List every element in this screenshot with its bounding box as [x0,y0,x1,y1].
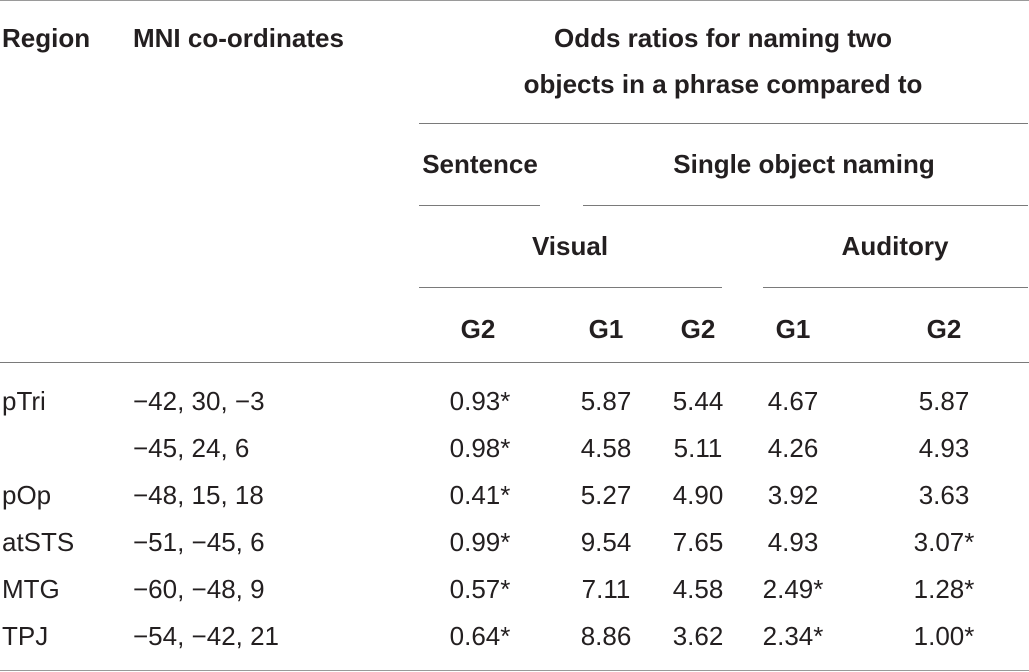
cell-visual-g1: 5.87 [580,386,632,416]
cell-auditory-g1: 4.67 [767,386,819,416]
header-visual: Visual [531,231,609,261]
row-region: pTri [2,386,46,416]
header-odds-ratios-line1: Odds ratios for naming two [553,23,893,53]
cell-visual-g2: 4.58 [672,574,724,604]
col-header-auditory-g2: G2 [926,314,962,344]
cell-visual-g1: 9.54 [580,527,632,557]
header-sentence: Sentence [422,149,538,179]
cell-visual-g2: 3.62 [672,621,724,651]
cell-auditory-g2: 3.63 [918,480,970,510]
cell-auditory-g1: 3.92 [767,480,819,510]
cell-visual-g1: 4.58 [580,433,632,463]
cell-auditory-g2: 4.93 [918,433,970,463]
row-mni: −60, −48, 9 [133,574,265,604]
header-auditory: Auditory [841,231,949,261]
cell-sentence-g2: 0.93* [449,386,511,416]
cell-sentence-g2: 0.57* [449,574,511,604]
table-top-rule [0,0,1029,1]
cell-visual-g2: 7.65 [672,527,724,557]
cell-auditory-g2: 1.28* [913,574,975,604]
visual-underline [419,287,722,288]
col-header-auditory-g1: G1 [775,314,811,344]
header-odds-ratios-line2: objects in a phrase compared to [523,69,923,99]
col-header-visual-g1: G1 [588,314,624,344]
cell-auditory-g1: 2.34* [762,621,824,651]
row-region: pOp [2,480,52,510]
cell-visual-g1: 5.27 [580,480,632,510]
cell-visual-g1: 7.11 [581,574,631,604]
row-mni: −51, −45, 6 [133,527,265,557]
header-single-object-naming: Single object naming [673,149,935,179]
sentence-underline [419,205,540,206]
header-body-divider [0,362,1029,363]
cell-visual-g2: 5.11 [673,433,723,463]
row-region: MTG [2,574,60,604]
cell-auditory-g2: 3.07* [913,527,975,557]
single-naming-underline [583,205,1028,206]
cell-sentence-g2: 0.64* [449,621,511,651]
cell-auditory-g1: 2.49* [762,574,824,604]
cell-auditory-g2: 1.00* [913,621,975,651]
cell-sentence-g2: 0.99* [449,527,511,557]
cell-auditory-g1: 4.26 [767,433,819,463]
row-mni: −54, −42, 21 [133,621,280,651]
cell-auditory-g2: 5.87 [918,386,970,416]
row-mni: −42, 30, −3 [133,386,265,416]
cell-visual-g2: 5.44 [672,386,724,416]
cell-visual-g1: 8.86 [580,621,632,651]
col-header-visual-g2: G2 [680,314,716,344]
cell-sentence-g2: 0.41* [449,480,511,510]
auditory-underline [763,287,1028,288]
header-mni-coordinates: MNI co-ordinates [133,23,344,53]
header-region: Region [2,23,91,53]
cell-visual-g2: 4.90 [672,480,724,510]
row-region: atSTS [2,527,75,557]
row-region: TPJ [2,621,49,651]
cell-sentence-g2: 0.98* [449,433,511,463]
col-header-sentence-g2: G2 [460,314,496,344]
odds-ratio-underline [419,123,1028,124]
row-mni: −48, 15, 18 [133,480,264,510]
row-mni: −45, 24, 6 [133,433,250,463]
cell-auditory-g1: 4.93 [767,527,819,557]
table-bottom-rule [0,670,1029,671]
